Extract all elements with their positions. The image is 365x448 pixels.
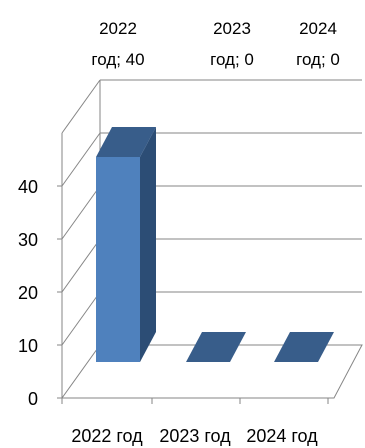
y-tick-label: 40: [18, 177, 38, 197]
floor: [61, 344, 363, 399]
bars: [96, 127, 334, 362]
grid-line: [61, 79, 101, 134]
x-tick-labels: 2022 год 2023 год 2024 год: [71, 426, 318, 446]
grid-line: [61, 291, 101, 346]
data-label: 2024: [299, 19, 337, 38]
data-labels: 2022 год; 40 2023 год; 0 2024 год; 0: [91, 19, 339, 69]
grid-line: [61, 132, 101, 187]
data-label: 2023: [213, 19, 251, 38]
bar: [186, 332, 246, 362]
bar-top: [274, 332, 334, 362]
grid-line: [61, 185, 101, 240]
bar: [96, 127, 156, 362]
x-tick-label: 2023 год: [159, 426, 231, 446]
bar-front: [96, 157, 140, 362]
x-tick-label: 2022 год: [71, 426, 143, 446]
bar-side: [140, 127, 156, 362]
bar-top: [96, 127, 156, 157]
data-label: 2022: [99, 19, 137, 38]
y-tick-label: 0: [28, 389, 38, 409]
data-label: год; 40: [91, 50, 144, 69]
y-tick-label: 10: [18, 336, 38, 356]
y-tick-label: 30: [18, 230, 38, 250]
grid-line: [61, 238, 101, 293]
x-tick-label: 2024 год: [246, 426, 318, 446]
bar: [274, 332, 334, 362]
y-tick-labels: 0 10 20 30 40: [18, 177, 38, 409]
bar-top: [186, 332, 246, 362]
data-label: год; 0: [296, 50, 340, 69]
y-tick-label: 20: [18, 283, 38, 303]
data-label: год; 0: [210, 50, 254, 69]
